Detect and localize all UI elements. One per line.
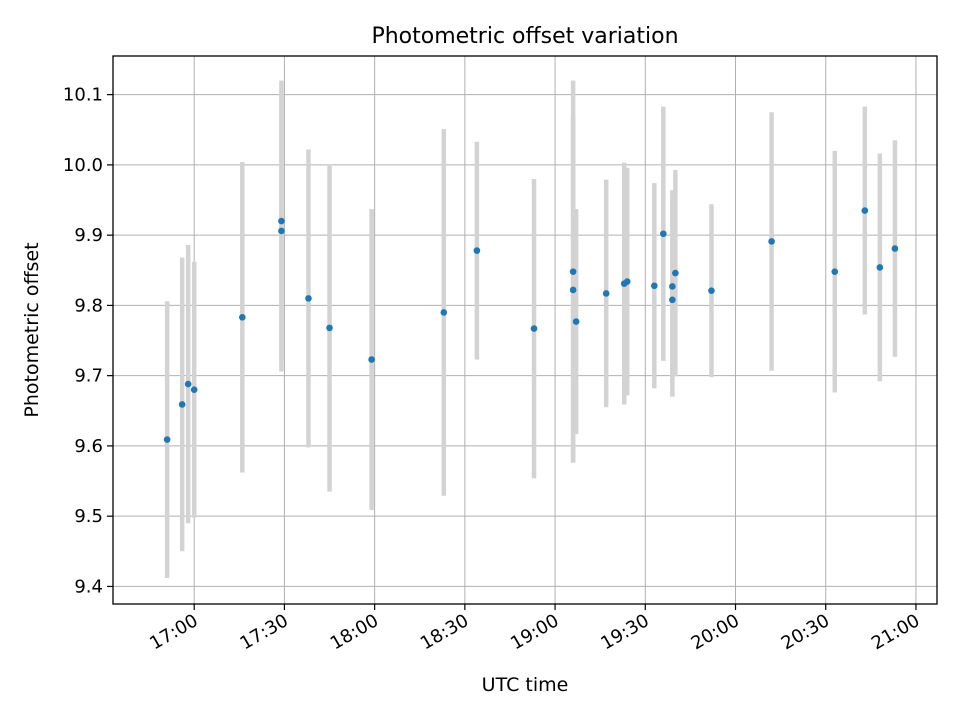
data-point xyxy=(602,290,610,297)
data-point xyxy=(660,230,667,238)
data-point xyxy=(305,295,312,302)
y-tick-label: 9.6 xyxy=(74,436,103,457)
x-axis-label: UTC time xyxy=(482,674,569,696)
data-point xyxy=(572,318,580,325)
data-point xyxy=(184,380,192,388)
data-point xyxy=(473,247,481,254)
y-tick-label: 9.4 xyxy=(74,576,103,597)
data-point xyxy=(672,269,679,277)
data-point xyxy=(278,217,285,225)
y-tick-label: 9.9 xyxy=(74,225,103,246)
data-point xyxy=(651,282,658,290)
data-point xyxy=(623,278,631,285)
data-point xyxy=(708,287,715,294)
chart-title: Photometric offset variation xyxy=(371,24,678,49)
grid xyxy=(113,56,937,604)
data-point xyxy=(669,283,676,290)
data-point xyxy=(768,238,775,245)
data-point xyxy=(569,268,577,275)
data-point xyxy=(326,324,333,332)
data-point xyxy=(368,356,375,363)
y-axis-ticks: 9.4 9.5 9.6 9.7 9.8 9.9 10.0 10.1 xyxy=(63,85,113,597)
y-tick-label: 9.8 xyxy=(74,295,103,316)
data-point xyxy=(239,314,246,321)
y-axis-label: Photometric offset xyxy=(21,242,43,417)
data-point xyxy=(861,207,869,214)
data-point xyxy=(440,309,448,316)
data-point xyxy=(876,264,884,271)
y-tick-label: 9.7 xyxy=(74,366,103,387)
data-points xyxy=(163,207,899,443)
data-point xyxy=(178,401,186,408)
plot-frame xyxy=(112,55,938,605)
y-tick-label: 9.5 xyxy=(74,506,103,527)
data-point xyxy=(891,245,899,252)
data-point xyxy=(278,227,285,235)
data-point xyxy=(163,436,171,443)
data-point xyxy=(530,325,538,332)
y-tick-label: 10.0 xyxy=(63,155,103,176)
data-point xyxy=(831,268,839,275)
y-tick-label: 10.1 xyxy=(63,85,103,106)
data-point xyxy=(569,286,577,294)
data-point xyxy=(190,386,198,394)
data-point xyxy=(669,296,676,304)
